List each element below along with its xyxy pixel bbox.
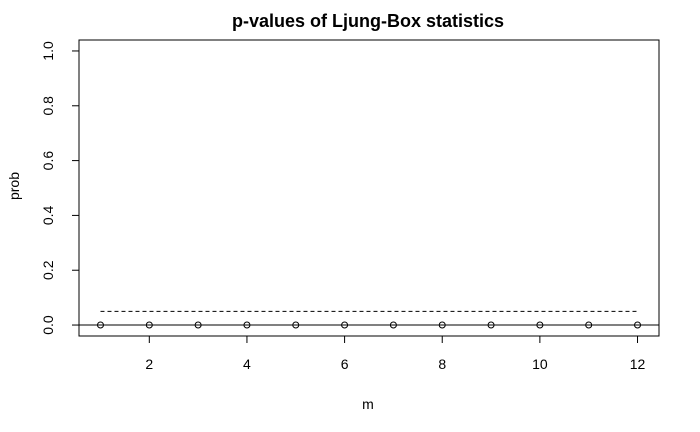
data-point [536, 321, 544, 329]
y-axis-label: prob [6, 172, 22, 200]
x-tick-label: 6 [341, 356, 349, 372]
plot-frame [78, 39, 660, 337]
data-point [145, 321, 153, 329]
y-tick-label: 1.0 [40, 41, 56, 61]
y-tick-label: 0.0 [40, 315, 56, 335]
data-point [243, 321, 251, 329]
data-point [96, 321, 104, 329]
data-point [341, 321, 349, 329]
y-tick-label: 0.2 [40, 260, 56, 280]
y-tick-label: 0.8 [40, 96, 56, 116]
chart-title: p-values of Ljung-Box statistics [232, 11, 504, 31]
data-point [292, 321, 300, 329]
data-point [585, 321, 593, 329]
x-tick-label: 2 [145, 356, 153, 372]
data-point [634, 321, 642, 329]
y-tick-label: 0.4 [40, 205, 56, 225]
data-point [389, 321, 397, 329]
y-tick-label: 0.6 [40, 151, 56, 171]
data-point [438, 321, 446, 329]
x-tick-label: 10 [532, 356, 548, 372]
data-point [194, 321, 202, 329]
x-tick-label: 8 [438, 356, 446, 372]
data-point [487, 321, 495, 329]
x-axis-label: m [362, 396, 374, 412]
x-tick-label: 12 [630, 356, 646, 372]
x-tick-label: 4 [243, 356, 251, 372]
